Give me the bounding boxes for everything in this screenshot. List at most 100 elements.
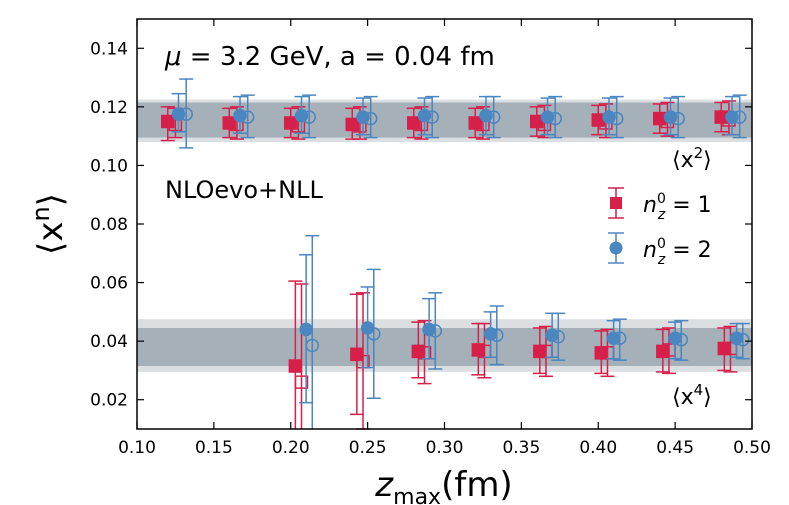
marker-circle xyxy=(551,330,566,344)
y-tick-label: 0.10 xyxy=(90,156,128,176)
marker-circle xyxy=(548,111,562,126)
data-point xyxy=(302,94,317,139)
marker-circle xyxy=(613,331,627,345)
y-tick-label: 0.04 xyxy=(90,332,128,352)
marker-circle xyxy=(302,110,316,124)
data-point xyxy=(425,95,440,139)
x-tick-label: 0.30 xyxy=(426,438,464,458)
data-point xyxy=(486,95,501,139)
data-point xyxy=(612,318,627,361)
y-axis-label-sup: n xyxy=(27,206,55,221)
data-point xyxy=(735,322,750,360)
data-point xyxy=(179,78,194,149)
y-axis-label-end: ⟩ xyxy=(31,193,71,206)
marker-square xyxy=(407,116,421,130)
marker-square xyxy=(161,114,175,129)
points-layer xyxy=(160,78,750,430)
data-point xyxy=(671,95,686,139)
y-tick-label: 0.06 xyxy=(90,274,128,294)
annotation-method: NLOevo+NLL xyxy=(165,176,323,204)
marker-circle xyxy=(367,327,381,341)
legend-label-series-2: n0 z = 2 xyxy=(643,236,712,268)
marker-square xyxy=(288,359,303,373)
moment-label-x2-base: ⟨x xyxy=(672,148,694,173)
legend-rest-2: = 2 xyxy=(665,238,711,263)
x-tick-label: 0.50 xyxy=(733,438,771,458)
y-tick-label: 0.02 xyxy=(90,391,128,411)
x-axis-label: zmax(fm) xyxy=(374,465,512,505)
legend-marker-series-1 xyxy=(608,187,624,219)
data-point xyxy=(732,94,747,139)
data-point xyxy=(428,292,443,370)
annotation-scale-mu: μ xyxy=(164,42,182,72)
marker-circle xyxy=(299,322,313,337)
series-2 xyxy=(171,78,750,429)
legend-sub-1: z xyxy=(657,207,666,223)
marker-circle xyxy=(490,328,504,343)
marker-circle xyxy=(609,111,624,126)
legend: n0 z = 1 n0 z = 2 xyxy=(608,187,712,268)
marker-square xyxy=(294,375,309,389)
data-point xyxy=(305,234,320,429)
y-axis-label: ⟨xn⟩ xyxy=(27,193,71,255)
data-point xyxy=(360,286,375,369)
data-point xyxy=(468,107,483,139)
data-point xyxy=(551,312,566,361)
marker-circle xyxy=(179,107,193,121)
marker-circle xyxy=(732,110,747,124)
marker-circle xyxy=(425,110,439,124)
legend-label-series-1: n0 z = 1 xyxy=(643,191,712,223)
band-inner-x4 xyxy=(137,327,752,367)
marker-square xyxy=(345,117,359,132)
x-axis-label-unit: (fm) xyxy=(441,465,513,505)
marker-circle xyxy=(305,338,320,353)
y-tick-label: 0.14 xyxy=(90,39,128,59)
legend-sup-2: 0 xyxy=(657,236,666,252)
data-point xyxy=(240,94,255,139)
bands-layer xyxy=(137,99,752,372)
legend-sym-1: n xyxy=(643,193,657,218)
data-point xyxy=(489,305,504,366)
data-point xyxy=(674,319,689,361)
data-point xyxy=(609,95,624,139)
x-tick-label: 0.25 xyxy=(349,438,387,458)
moment-label-x4-sup: 4 xyxy=(694,381,704,399)
moment-label-x4-base: ⟨x xyxy=(672,385,694,410)
annotation-scale: μ = 3.2 GeV, a = 0.04 fm xyxy=(164,42,495,72)
x-tick-label: 0.10 xyxy=(118,438,156,458)
y-tick-label: 0.12 xyxy=(90,98,128,118)
moment-label-x2-end: ⟩ xyxy=(703,148,712,173)
x-tick-label: 0.15 xyxy=(195,438,233,458)
x-tick-label: 0.40 xyxy=(579,438,617,458)
y-tick-label: 0.08 xyxy=(90,215,128,235)
ticks-layer: 0.10 0.15 0.20 0.25 0.30 0.35 0.40 0.45 0.50 0.02… xyxy=(90,19,771,458)
moment-label-x2: ⟨x2⟩ xyxy=(672,144,712,173)
marker-circle xyxy=(671,111,685,126)
marker-circle xyxy=(486,110,501,124)
moment-label-x4-end: ⟩ xyxy=(703,385,712,410)
x-tick-label: 0.35 xyxy=(502,438,540,458)
marker-circle xyxy=(428,324,443,338)
legend-sup-1: 0 xyxy=(657,191,666,207)
marker-square xyxy=(284,116,298,130)
data-point xyxy=(406,107,421,139)
data-point xyxy=(356,97,371,136)
marker-circle xyxy=(363,111,378,126)
marker-circle xyxy=(736,332,750,347)
moment-label-x4: ⟨x4⟩ xyxy=(672,381,712,410)
data-point xyxy=(363,95,378,139)
y-axis-label-base: ⟨x xyxy=(31,222,71,255)
data-point xyxy=(602,97,617,136)
x-tick-label: 0.45 xyxy=(656,438,694,458)
legend-sym-2: n xyxy=(643,238,657,263)
legend-rest-1: = 1 xyxy=(665,193,711,218)
x-axis-label-sub: max xyxy=(393,485,441,505)
marker-square xyxy=(468,116,482,130)
x-axis-label-main: z xyxy=(374,465,394,505)
data-point xyxy=(366,268,381,399)
data-point xyxy=(345,107,360,140)
data-point xyxy=(548,95,563,139)
legend-sub-2: z xyxy=(657,252,666,268)
